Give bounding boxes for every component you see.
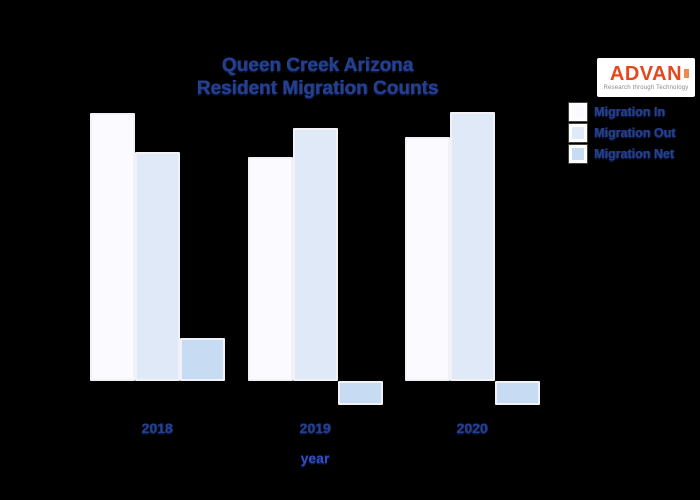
- x-tick-2018: 2018: [141, 420, 173, 436]
- x-tick-2020: 2020: [456, 420, 488, 436]
- legend-label: Migration Net: [594, 146, 674, 161]
- bar-migration-net-2019: [337, 381, 383, 405]
- advan-logo-wordmark: ADVAN: [609, 63, 690, 85]
- chart-title-line2: Resident Migration Counts: [196, 78, 439, 99]
- advan-logo-mark-icon: [684, 69, 690, 78]
- bar-migration-out-2019: [292, 128, 338, 381]
- legend-swatch-migration-net: [569, 144, 587, 163]
- legend-label: Migration In: [594, 104, 665, 119]
- bar-migration-out-2020: [449, 112, 495, 381]
- bar-migration-net-2020: [494, 381, 540, 405]
- legend-label: Migration Out: [594, 125, 676, 140]
- bar-migration-net-2018: [179, 338, 225, 381]
- bar-migration-in-2018: [89, 113, 135, 381]
- legend-swatch-migration-in: [569, 102, 587, 121]
- bar-migration-out-2018: [134, 152, 180, 381]
- bar-migration-in-2020: [404, 137, 450, 381]
- chart-title-line1: Queen Creek Arizona: [221, 55, 414, 76]
- x-tick-2019: 2019: [299, 420, 331, 436]
- legend-item-migration-in[interactable]: Migration In: [569, 101, 675, 122]
- chart-title: Queen Creek Arizona Resident Migration C…: [75, 54, 560, 100]
- bar-migration-in-2019: [247, 157, 293, 381]
- advan-logo-text: ADVAN: [609, 63, 683, 85]
- legend-item-migration-net[interactable]: Migration Net: [569, 143, 675, 164]
- legend: Migration In Migration Out Migration Net: [569, 101, 675, 164]
- legend-item-migration-out[interactable]: Migration Out: [569, 122, 675, 143]
- advan-logo: ADVAN Research through Technology: [597, 58, 695, 97]
- advan-logo-tagline: Research through Technology: [603, 85, 689, 91]
- x-axis-title: year: [300, 450, 330, 466]
- legend-swatch-migration-out: [569, 123, 587, 142]
